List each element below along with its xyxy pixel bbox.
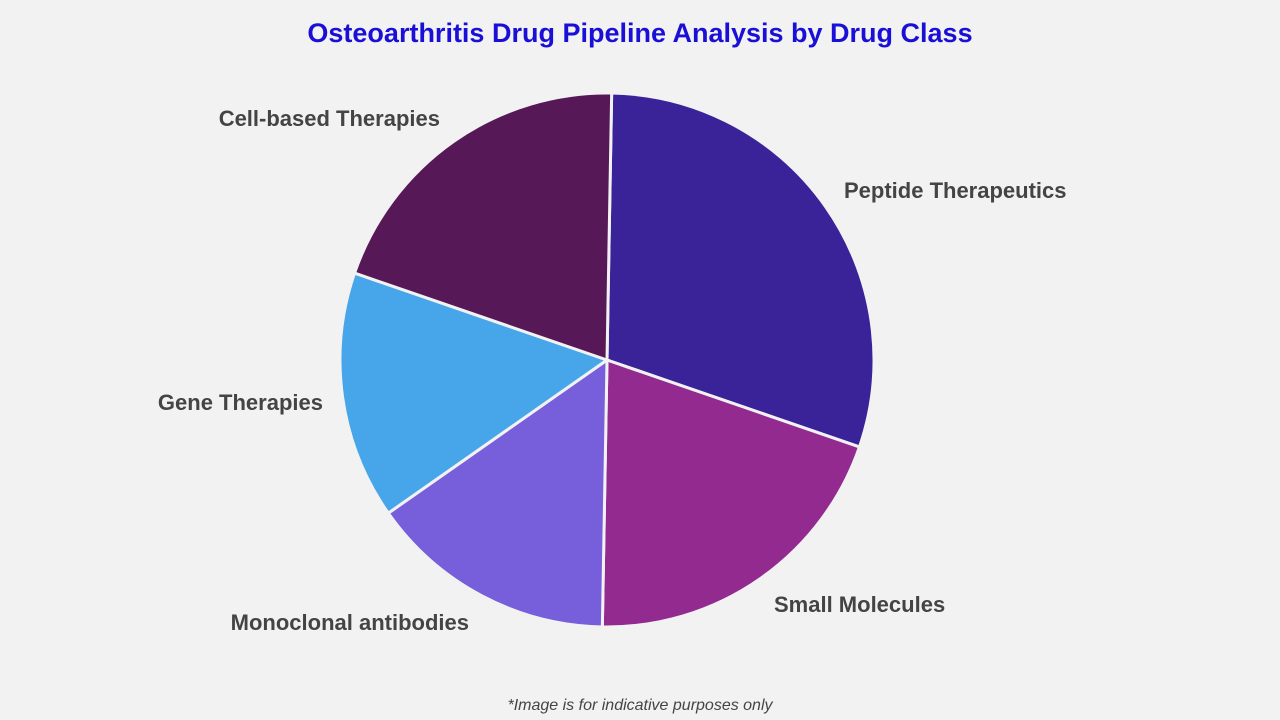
slice-label: Gene Therapies (158, 390, 323, 415)
slice-label: Peptide Therapeutics (844, 178, 1067, 203)
footnote: *Image is for indicative purposes only (507, 697, 773, 714)
pie-slice-small-molecules (600, 357, 862, 629)
chart-title: Osteoarthritis Drug Pipeline Analysis by… (307, 18, 973, 48)
slice-label: Small Molecules (774, 592, 945, 617)
slice-label: Cell-based Therapies (219, 106, 440, 131)
pie-slice-monoclonal-antibodies (386, 357, 609, 629)
slice-label: Monoclonal antibodies (231, 610, 469, 635)
pie-slice-peptide-therapeutics (605, 91, 876, 449)
pie-slice-cell-based-therapies (352, 91, 614, 363)
pie-slice-gene-therapies (338, 271, 611, 516)
